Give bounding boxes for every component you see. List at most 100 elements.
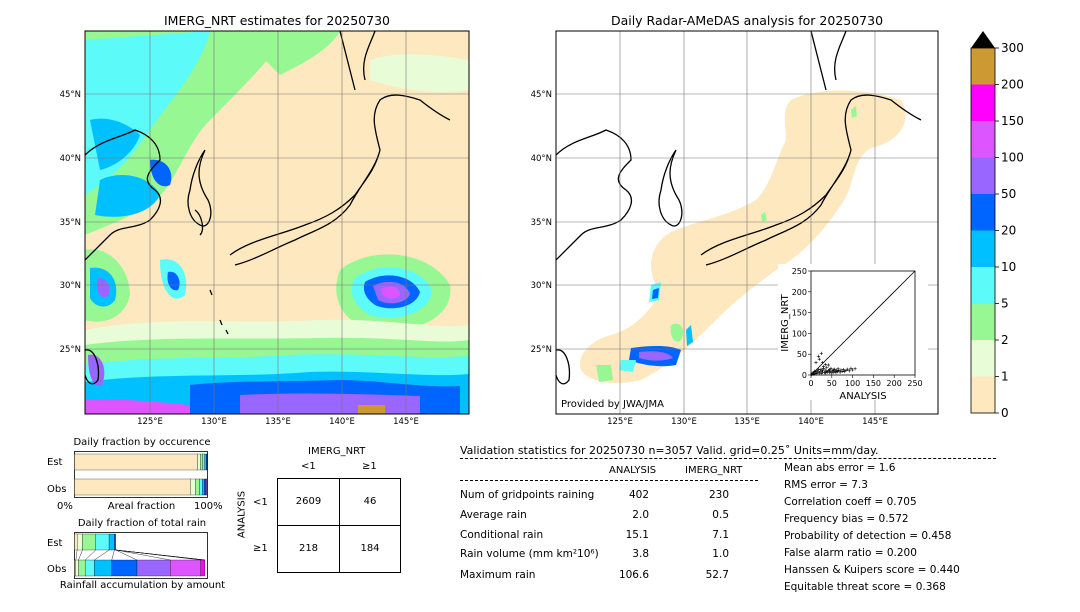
colorbar-tick-label: 1 bbox=[1001, 370, 1009, 384]
left-map-title: IMERG_NRT estimates for 20250730 bbox=[163, 13, 390, 28]
fraction-segment bbox=[78, 559, 86, 577]
validation-row-imerg: 7.1 bbox=[712, 529, 729, 541]
colorbar-tick-label: 10 bbox=[1001, 260, 1016, 274]
fraction-segment bbox=[111, 559, 138, 577]
score-line: Mean abs error = 1.6 bbox=[784, 462, 896, 474]
fraction-connector bbox=[78, 549, 83, 561]
fraction-connector bbox=[115, 549, 205, 561]
scatter-point bbox=[840, 369, 844, 373]
scatter-ytick-label: 100 bbox=[792, 329, 807, 338]
lon-label: 145°E bbox=[862, 417, 888, 425]
fraction-segment bbox=[74, 559, 76, 577]
contingency-cell: 46 bbox=[363, 496, 377, 507]
contingency-grid: 2609 46 218 184 bbox=[277, 478, 401, 573]
colorbar-ticks: 0 1 2 5 10 20 50 100 150 200 300 bbox=[995, 41, 1024, 420]
fraction-connector bbox=[115, 549, 138, 561]
scatter-ytick-label: 50 bbox=[797, 350, 807, 359]
scatter-point bbox=[851, 368, 855, 372]
contingency-col-label: <1 bbox=[301, 461, 316, 472]
scatter-point bbox=[836, 367, 840, 371]
score-line: Equitable threat score = 0.368 bbox=[784, 581, 946, 593]
one-to-one-line bbox=[810, 270, 916, 376]
scatter-xtick-label: 50 bbox=[827, 379, 837, 388]
lat-label: 40°N bbox=[531, 154, 552, 164]
score-line: Probability of detection = 0.458 bbox=[784, 530, 952, 542]
lat-label: 30°N bbox=[60, 281, 81, 291]
fraction-segment bbox=[84, 559, 95, 577]
score-line: False alarm ratio = 0.200 bbox=[784, 547, 917, 559]
rain-label-obs: Obs bbox=[47, 564, 67, 575]
validation-col-imerg: IMERG_NRT bbox=[685, 465, 743, 476]
left-map: 45°N 40°N 35°N 30°N 25°N 125°E 130°E 135… bbox=[60, 30, 470, 425]
fraction-connector bbox=[111, 549, 115, 561]
scatter-point bbox=[833, 367, 837, 371]
scatter-point bbox=[826, 370, 830, 374]
rain-label-est: Est bbox=[47, 538, 63, 549]
validation-header: Validation statistics for 20250730 n=305… bbox=[460, 444, 879, 457]
scatter-xlabel: ANALYSIS bbox=[839, 391, 886, 400]
scatter-point bbox=[834, 370, 838, 375]
fraction-segment bbox=[74, 453, 198, 471]
fraction-segment bbox=[74, 478, 191, 496]
colorbar-cell bbox=[971, 194, 995, 231]
lat-label: 35°N bbox=[60, 218, 81, 228]
scatter-point bbox=[849, 366, 853, 370]
scatter-point bbox=[846, 367, 850, 371]
lat-label: 40°N bbox=[60, 154, 81, 164]
scatter-point bbox=[820, 368, 824, 373]
lon-label: 145°E bbox=[393, 417, 419, 425]
scatter-point bbox=[844, 368, 848, 373]
scatter-point bbox=[821, 360, 825, 365]
scatter-points bbox=[810, 351, 857, 377]
colorbar-tick-label: 5 bbox=[1001, 297, 1009, 311]
scatter-x-ticks: 0 50 100 150 200 250 bbox=[808, 375, 923, 388]
validation-row-analysis: 15.1 bbox=[625, 529, 649, 541]
colorbar-cells bbox=[971, 48, 995, 413]
fraction-segment bbox=[197, 453, 201, 471]
fraction-segment bbox=[206, 478, 208, 496]
validation-header-rule bbox=[460, 458, 996, 459]
fraction-segment bbox=[204, 478, 206, 496]
scatter-y-ticks: 0 50 100 150 200 250 bbox=[792, 267, 811, 380]
fraction-connector bbox=[85, 549, 96, 561]
validation-row-label: Conditional rain bbox=[460, 529, 544, 541]
scatter-point bbox=[841, 367, 846, 372]
validation-col-analysis: ANALYSIS bbox=[609, 465, 657, 476]
colorbar-tick-label: 0 bbox=[1001, 406, 1009, 420]
scatter-point bbox=[816, 354, 821, 358]
scatter-xtick-label: 100 bbox=[845, 379, 860, 388]
validation-row-analysis: 106.6 bbox=[618, 569, 649, 581]
contingency-row-label: ≥1 bbox=[253, 543, 268, 554]
lat-label: 45°N bbox=[60, 90, 81, 100]
contingency-cell: 2609 bbox=[295, 496, 322, 507]
fraction-segment bbox=[94, 559, 112, 577]
colorbar-tick-label: 100 bbox=[1001, 151, 1024, 165]
left-graticule bbox=[85, 31, 469, 414]
contingency-col-label: ≥1 bbox=[362, 461, 377, 472]
fraction-segment bbox=[75, 559, 79, 577]
left-lat-labels: 45°N 40°N 35°N 30°N 25°N bbox=[60, 90, 81, 355]
left-coastline bbox=[85, 31, 451, 385]
validation-row-imerg: 1.0 bbox=[712, 548, 729, 560]
right-lat-labels: 45°N 40°N 35°N 30°N 25°N bbox=[531, 90, 552, 355]
validation-row-analysis: 2.0 bbox=[632, 509, 649, 521]
scatter-plot: 0 50 100 150 200 250 0 50 100 150 200 250 ANALYSIS… bbox=[780, 267, 923, 400]
scatter-point bbox=[842, 370, 846, 374]
colorbar-cell bbox=[971, 48, 995, 85]
colorbar-cell bbox=[971, 340, 995, 377]
colorbar-tick-label: 300 bbox=[1001, 41, 1024, 55]
colorbar-cell bbox=[971, 121, 995, 158]
validation-col-rule bbox=[460, 480, 758, 481]
validation-row-imerg: 0.5 bbox=[712, 509, 729, 521]
colorbar-extend-arrow bbox=[971, 31, 995, 48]
fraction-segment bbox=[114, 533, 116, 551]
score-line: Hanssen & Kuipers score = 0.440 bbox=[784, 564, 960, 576]
rain-fraction-xlabel: Rainfall accumulation by amount bbox=[59, 580, 226, 591]
fraction-segment bbox=[202, 478, 205, 496]
fraction-segment bbox=[205, 478, 207, 496]
fraction-segment bbox=[204, 453, 207, 471]
lon-label: 125°E bbox=[607, 417, 633, 425]
colorbar-tick-label: 20 bbox=[1001, 224, 1016, 238]
fraction-connector bbox=[75, 549, 78, 561]
scatter-ytick-label: 200 bbox=[792, 288, 807, 297]
